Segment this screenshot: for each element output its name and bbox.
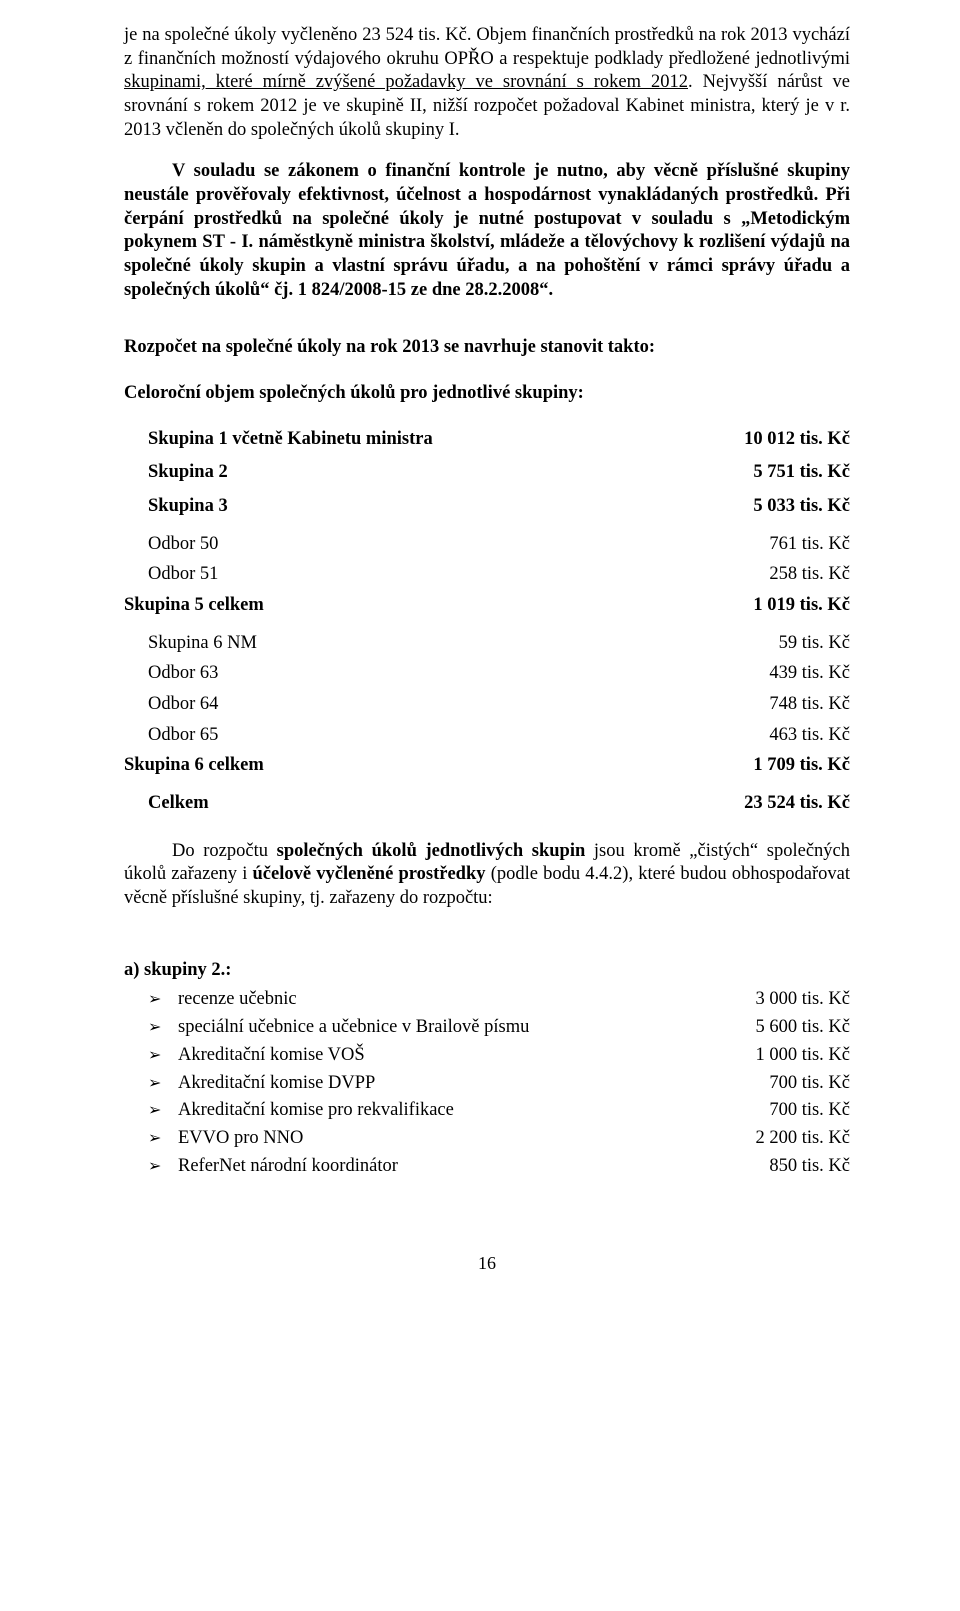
row-label: Odbor 51 [148, 563, 769, 587]
row-value: 463 tis. Kč [769, 724, 850, 748]
row-label: Skupina 1 včetně Kabinetu ministra [148, 428, 744, 452]
closing-bold2: účelově vyčleněné prostředky [253, 864, 486, 884]
heading-annual-volume: Celoroční objem společných úkolů pro jed… [124, 382, 850, 406]
bullet-label: Akreditační komise VOŠ [178, 1044, 755, 1068]
bullet-item: ➢ EVVO pro NNO 2 200 tis. Kč [124, 1127, 850, 1151]
paragraph-intro: je na společné úkoly vyčleněno 23 524 ti… [124, 24, 850, 142]
bullet-item: ➢ Akreditační komise pro rekvalifikace 7… [124, 1099, 850, 1123]
paragraph-methodical: V souladu se zákonem o finanční kontrole… [124, 160, 850, 302]
row-label: Odbor 64 [148, 693, 769, 717]
bullet-value: 5 600 tis. Kč [755, 1016, 850, 1040]
row-label: Skupina 6 celkem [124, 754, 753, 778]
arrow-bullet-icon: ➢ [148, 1157, 178, 1177]
row-value: 23 524 tis. Kč [744, 792, 850, 816]
bullet-item: ➢ Akreditační komise DVPP 700 tis. Kč [124, 1072, 850, 1096]
row-label: Skupina 3 [148, 495, 753, 519]
row-value: 258 tis. Kč [769, 563, 850, 587]
row-value: 439 tis. Kč [769, 662, 850, 686]
arrow-bullet-icon: ➢ [148, 1046, 178, 1066]
list-heading-a: a) skupiny 2.: [124, 959, 850, 983]
p2-run1: V souladu se zákonem o finanční kontrole… [124, 161, 850, 299]
row-odbor-50: Odbor 50 761 tis. Kč [148, 533, 850, 557]
row-value: 1 709 tis. Kč [753, 754, 850, 778]
bullet-value: 1 000 tis. Kč [755, 1044, 850, 1068]
row-odbor-64: Odbor 64 748 tis. Kč [148, 693, 850, 717]
arrow-bullet-icon: ➢ [148, 1101, 178, 1121]
bullet-value: 700 tis. Kč [769, 1099, 850, 1123]
bullet-item: ➢ ReferNet národní koordinátor 850 tis. … [124, 1155, 850, 1179]
row-skupina-2: Skupina 2 5 751 tis. Kč [148, 461, 850, 485]
paragraph-closing: Do rozpočtu společných úkolů jednotlivýc… [124, 840, 850, 911]
row-label: Skupina 6 NM [148, 632, 779, 656]
page-number: 16 [124, 1252, 850, 1275]
bullet-label: Akreditační komise DVPP [178, 1072, 769, 1096]
arrow-bullet-icon: ➢ [148, 1018, 178, 1038]
row-value: 748 tis. Kč [769, 693, 850, 717]
row-value: 5 033 tis. Kč [753, 495, 850, 519]
p1-run1: je na společné úkoly vyčleněno 23 524 ti… [124, 25, 850, 69]
arrow-bullet-icon: ➢ [148, 1074, 178, 1094]
bullet-value: 3 000 tis. Kč [755, 988, 850, 1012]
heading-budget-proposal: Rozpočet na společné úkoly na rok 2013 s… [124, 336, 850, 360]
bullet-item: ➢ speciální učebnice a učebnice v Brailo… [124, 1016, 850, 1040]
bullet-value: 850 tis. Kč [769, 1155, 850, 1179]
row-value: 761 tis. Kč [769, 533, 850, 557]
bullet-label: Akreditační komise pro rekvalifikace [178, 1099, 769, 1123]
row-label: Celkem [148, 792, 744, 816]
bullet-item: ➢ Akreditační komise VOŠ 1 000 tis. Kč [124, 1044, 850, 1068]
row-label: Odbor 63 [148, 662, 769, 686]
closing-bold1: společných úkolů jednotlivých skupin [277, 841, 586, 861]
arrow-bullet-icon: ➢ [148, 990, 178, 1010]
row-skupina-1: Skupina 1 včetně Kabinetu ministra 10 01… [148, 428, 850, 452]
row-value: 1 019 tis. Kč [753, 594, 850, 618]
row-label: Odbor 65 [148, 724, 769, 748]
row-value: 5 751 tis. Kč [753, 461, 850, 485]
bullet-label: ReferNet národní koordinátor [178, 1155, 769, 1179]
row-odbor-51: Odbor 51 258 tis. Kč [148, 563, 850, 587]
row-label: Skupina 5 celkem [124, 594, 753, 618]
row-odbor-63: Odbor 63 439 tis. Kč [148, 662, 850, 686]
bullet-item: ➢ recenze učebnic 3 000 tis. Kč [124, 988, 850, 1012]
row-odbor-65: Odbor 65 463 tis. Kč [148, 724, 850, 748]
row-skupina-5-total: Skupina 5 celkem 1 019 tis. Kč [124, 594, 850, 618]
bullet-label: speciální učebnice a učebnice v Brailově… [178, 1016, 755, 1040]
row-value: 59 tis. Kč [779, 632, 850, 656]
bullet-label: EVVO pro NNO [178, 1127, 755, 1151]
bullet-list: ➢ recenze učebnic 3 000 tis. Kč ➢ speciá… [124, 988, 850, 1178]
closing-run1: Do rozpočtu [172, 841, 277, 861]
row-total: Celkem 23 524 tis. Kč [148, 792, 850, 816]
bullet-label: recenze učebnic [178, 988, 755, 1012]
row-skupina-6-total: Skupina 6 celkem 1 709 tis. Kč [124, 754, 850, 778]
row-skupina-3: Skupina 3 5 033 tis. Kč [148, 495, 850, 519]
row-value: 10 012 tis. Kč [744, 428, 850, 452]
row-skupina-6-nm: Skupina 6 NM 59 tis. Kč [148, 632, 850, 656]
row-label: Skupina 2 [148, 461, 753, 485]
row-label: Odbor 50 [148, 533, 769, 557]
arrow-bullet-icon: ➢ [148, 1129, 178, 1149]
p1-underlined: skupinami, které mírně zvýšené požadavky… [124, 72, 688, 92]
bullet-value: 700 tis. Kč [769, 1072, 850, 1096]
bullet-value: 2 200 tis. Kč [755, 1127, 850, 1151]
